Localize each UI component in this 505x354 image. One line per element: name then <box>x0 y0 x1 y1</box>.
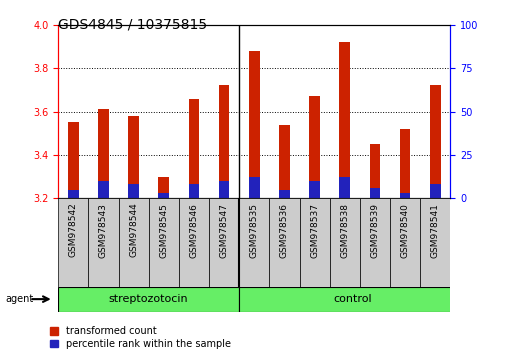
Bar <box>98 109 109 198</box>
Bar <box>188 184 199 198</box>
Bar <box>58 198 88 287</box>
Bar <box>209 198 239 287</box>
Legend: transformed count, percentile rank within the sample: transformed count, percentile rank withi… <box>50 326 230 349</box>
Bar <box>248 51 259 198</box>
Bar <box>299 198 329 287</box>
Text: GSM978540: GSM978540 <box>400 202 409 258</box>
Bar <box>279 190 289 198</box>
Bar <box>158 193 169 198</box>
Bar <box>68 190 78 198</box>
Bar <box>148 198 178 287</box>
Bar <box>58 287 239 312</box>
Bar <box>429 184 440 198</box>
Text: GSM978538: GSM978538 <box>339 202 348 258</box>
Bar <box>118 198 148 287</box>
Bar <box>399 129 410 198</box>
Text: GSM978544: GSM978544 <box>129 202 138 257</box>
Text: GSM978539: GSM978539 <box>370 202 379 258</box>
Bar <box>429 85 440 198</box>
Text: GSM978547: GSM978547 <box>219 202 228 258</box>
Bar <box>248 177 259 198</box>
Bar <box>218 181 229 198</box>
Bar <box>339 177 349 198</box>
Text: GSM978542: GSM978542 <box>69 202 78 257</box>
Bar <box>188 98 199 198</box>
Bar <box>309 181 319 198</box>
Bar <box>309 96 319 198</box>
Text: GSM978545: GSM978545 <box>159 202 168 258</box>
Text: GSM978537: GSM978537 <box>310 202 319 258</box>
Text: agent: agent <box>5 294 33 304</box>
Bar <box>419 198 449 287</box>
Bar <box>389 198 419 287</box>
Bar <box>329 198 359 287</box>
Text: streptozotocin: streptozotocin <box>109 294 188 304</box>
Bar <box>279 125 289 198</box>
Text: GDS4845 / 10375815: GDS4845 / 10375815 <box>58 18 207 32</box>
Bar <box>369 144 379 198</box>
Bar <box>178 198 209 287</box>
Bar <box>128 184 138 198</box>
Bar <box>269 198 299 287</box>
Bar <box>339 42 349 198</box>
Bar <box>369 188 379 198</box>
Text: GSM978536: GSM978536 <box>279 202 288 258</box>
Bar <box>98 181 109 198</box>
Bar <box>239 198 269 287</box>
Text: control: control <box>332 294 371 304</box>
Bar <box>399 193 410 198</box>
Bar <box>88 198 118 287</box>
Bar <box>359 198 389 287</box>
Bar <box>68 122 78 198</box>
Bar <box>218 85 229 198</box>
Text: GSM978543: GSM978543 <box>99 202 108 258</box>
Text: GSM978535: GSM978535 <box>249 202 258 258</box>
Text: GSM978541: GSM978541 <box>430 202 439 258</box>
Text: GSM978546: GSM978546 <box>189 202 198 258</box>
Bar <box>158 177 169 198</box>
Bar <box>239 287 465 312</box>
Bar <box>128 116 138 198</box>
